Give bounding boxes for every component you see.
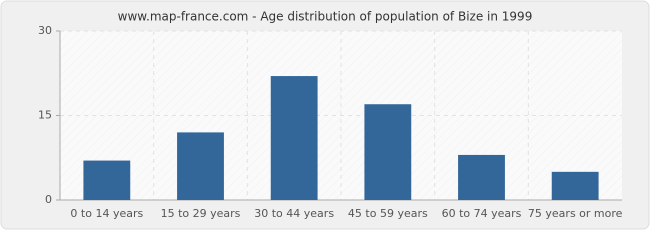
y-tick-label: 30 — [38, 24, 52, 37]
x-tick-label: 60 to 74 years — [442, 207, 522, 220]
x-tick-label: 0 to 14 years — [70, 207, 143, 220]
y-tick-label: 0 — [45, 193, 52, 206]
x-tick-label: 30 to 44 years — [254, 207, 334, 220]
bar — [177, 132, 224, 200]
bar — [364, 104, 412, 200]
x-tick-label: 15 to 29 years — [161, 207, 241, 220]
x-tick-label: 45 to 59 years — [348, 207, 428, 220]
bar — [270, 76, 318, 200]
bar — [458, 154, 505, 200]
chart: www.map-france.com - Age distribution of… — [0, 0, 650, 230]
y-tick-label: 15 — [38, 109, 52, 122]
x-tick-label: 75 years or more — [528, 207, 623, 220]
bar — [551, 171, 599, 200]
chart-title: www.map-france.com - Age distribution of… — [118, 10, 533, 24]
bar — [83, 160, 131, 200]
